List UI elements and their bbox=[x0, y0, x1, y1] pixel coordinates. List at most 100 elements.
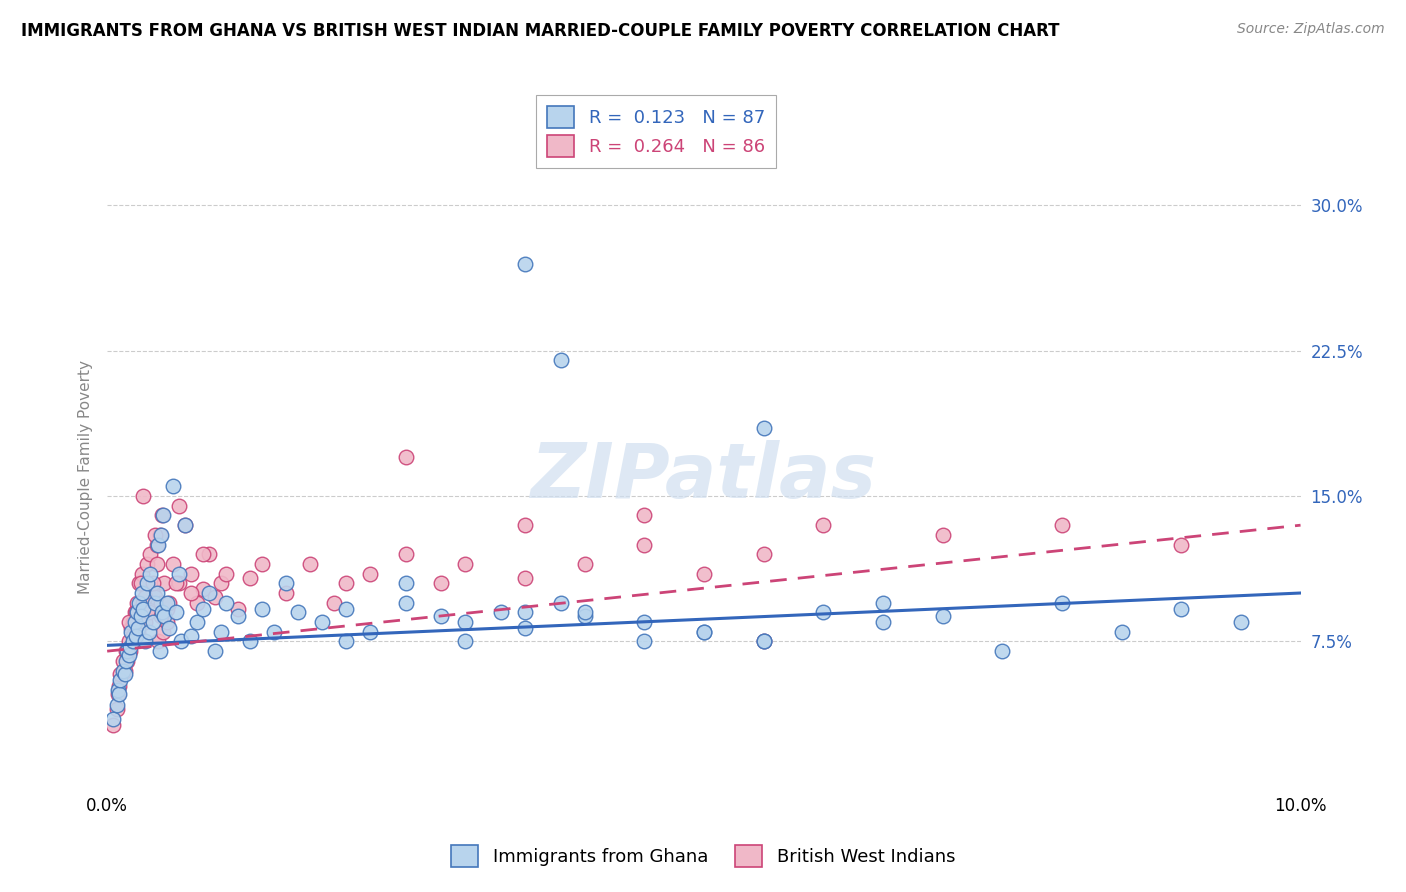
Point bbox=[122, 629, 145, 643]
Point bbox=[156, 596, 179, 610]
Point bbox=[157, 596, 180, 610]
Point bbox=[165, 606, 187, 620]
Point bbox=[149, 528, 172, 542]
Point bbox=[633, 537, 655, 551]
Point bbox=[170, 634, 193, 648]
Point bbox=[197, 547, 219, 561]
Point bbox=[489, 606, 512, 620]
Point bbox=[550, 596, 572, 610]
Point bbox=[141, 615, 163, 629]
Point bbox=[127, 621, 149, 635]
Point bbox=[209, 624, 232, 639]
Point bbox=[335, 601, 357, 615]
Point bbox=[204, 590, 226, 604]
Point bbox=[276, 576, 298, 591]
Point bbox=[118, 640, 141, 655]
Point bbox=[131, 566, 153, 581]
Point bbox=[872, 615, 894, 629]
Point bbox=[228, 601, 250, 615]
Legend: Immigrants from Ghana, British West Indians: Immigrants from Ghana, British West Indi… bbox=[444, 838, 962, 874]
Point bbox=[239, 570, 262, 584]
Point bbox=[105, 698, 128, 713]
Point bbox=[173, 518, 195, 533]
Point bbox=[125, 596, 148, 610]
Point bbox=[132, 601, 155, 615]
Point bbox=[149, 644, 172, 658]
Point bbox=[252, 557, 274, 571]
Point bbox=[574, 557, 596, 571]
Point bbox=[117, 648, 139, 662]
Point bbox=[693, 624, 716, 639]
Point bbox=[141, 576, 163, 591]
Point bbox=[129, 606, 152, 620]
Point bbox=[454, 615, 477, 629]
Point bbox=[359, 566, 381, 581]
Point bbox=[299, 557, 322, 571]
Point bbox=[149, 528, 172, 542]
Point bbox=[129, 609, 152, 624]
Point bbox=[931, 609, 953, 624]
Point bbox=[204, 644, 226, 658]
Point bbox=[108, 687, 131, 701]
Point bbox=[322, 596, 344, 610]
Point bbox=[146, 537, 169, 551]
Point bbox=[114, 664, 136, 678]
Point bbox=[180, 586, 202, 600]
Point bbox=[115, 644, 138, 658]
Point bbox=[167, 576, 190, 591]
Point bbox=[513, 621, 536, 635]
Point bbox=[811, 606, 834, 620]
Point bbox=[153, 576, 176, 591]
Point bbox=[167, 499, 190, 513]
Point bbox=[124, 615, 146, 629]
Point bbox=[186, 615, 208, 629]
Point bbox=[132, 489, 155, 503]
Text: IMMIGRANTS FROM GHANA VS BRITISH WEST INDIAN MARRIED-COUPLE FAMILY POVERTY CORRE: IMMIGRANTS FROM GHANA VS BRITISH WEST IN… bbox=[21, 22, 1060, 40]
Point bbox=[111, 654, 134, 668]
Point bbox=[1050, 518, 1073, 533]
Point bbox=[173, 518, 195, 533]
Point bbox=[150, 508, 173, 523]
Point bbox=[117, 644, 139, 658]
Y-axis label: Married-Couple Family Poverty: Married-Couple Family Poverty bbox=[79, 359, 93, 594]
Point bbox=[156, 615, 179, 629]
Point bbox=[101, 712, 124, 726]
Point bbox=[152, 508, 174, 523]
Point bbox=[633, 634, 655, 648]
Point bbox=[150, 606, 173, 620]
Point bbox=[454, 557, 477, 571]
Point bbox=[135, 576, 157, 591]
Point bbox=[138, 606, 160, 620]
Point bbox=[157, 621, 180, 635]
Point bbox=[513, 570, 536, 584]
Point bbox=[1111, 624, 1133, 639]
Point bbox=[134, 590, 156, 604]
Point bbox=[128, 576, 150, 591]
Point bbox=[162, 479, 184, 493]
Point bbox=[124, 606, 146, 620]
Point bbox=[117, 634, 139, 648]
Point bbox=[263, 624, 285, 639]
Point bbox=[132, 596, 155, 610]
Point bbox=[991, 644, 1014, 658]
Point bbox=[513, 606, 536, 620]
Point bbox=[1170, 537, 1192, 551]
Point bbox=[149, 609, 172, 624]
Point bbox=[394, 450, 416, 465]
Point bbox=[693, 566, 716, 581]
Point bbox=[574, 606, 596, 620]
Point bbox=[125, 606, 148, 620]
Point bbox=[191, 601, 214, 615]
Point bbox=[129, 576, 152, 591]
Point bbox=[197, 586, 219, 600]
Point bbox=[252, 601, 274, 615]
Point bbox=[117, 654, 139, 668]
Text: Source: ZipAtlas.com: Source: ZipAtlas.com bbox=[1237, 22, 1385, 37]
Point bbox=[335, 576, 357, 591]
Point bbox=[115, 654, 138, 668]
Point bbox=[134, 634, 156, 648]
Point bbox=[752, 547, 775, 561]
Point bbox=[811, 518, 834, 533]
Point bbox=[335, 634, 357, 648]
Point bbox=[108, 679, 131, 693]
